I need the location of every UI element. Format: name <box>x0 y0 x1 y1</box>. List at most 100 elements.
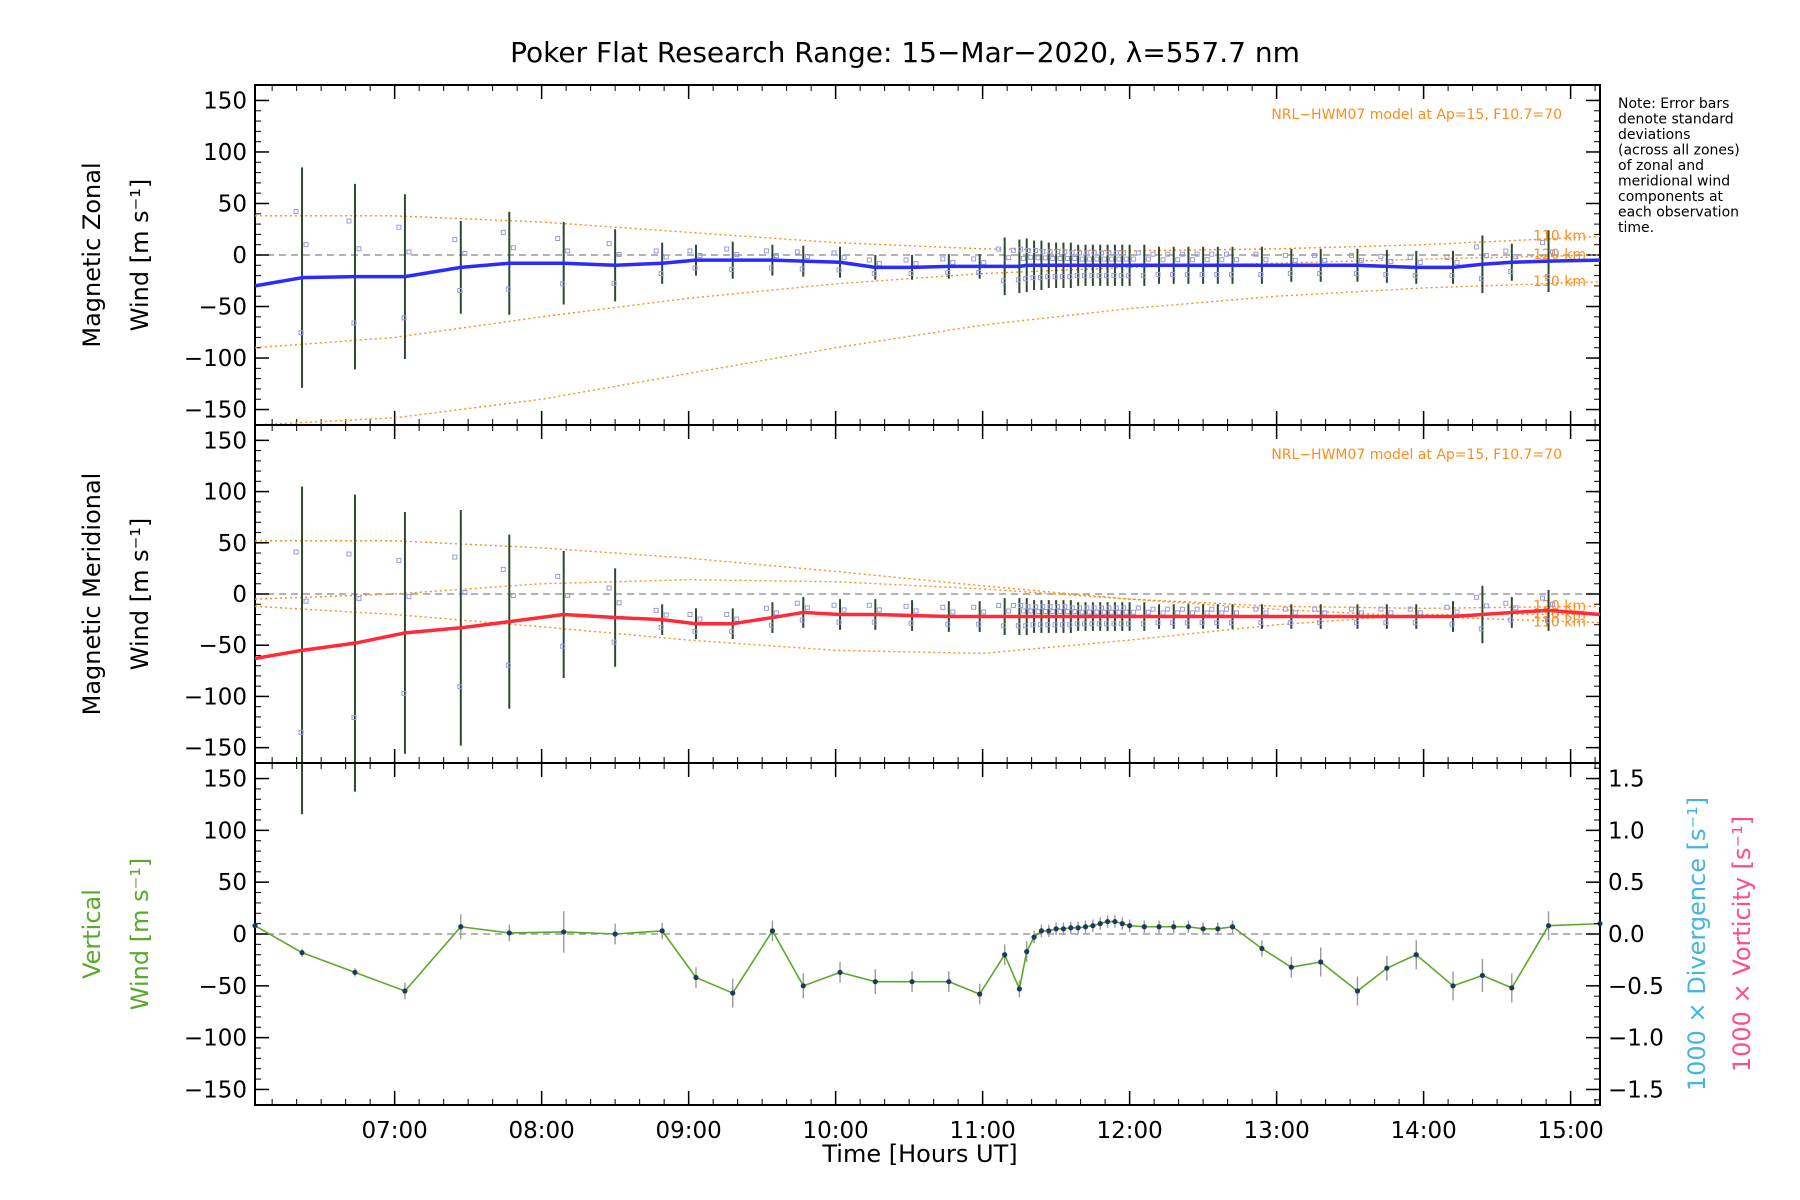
vorticity-axis-title: 1000 × Vorticity [s⁻¹] <box>1728 816 1756 1072</box>
zonal-zone-sample <box>298 330 304 336</box>
meridional-zone-sample <box>1444 604 1450 610</box>
meridional-zone-sample <box>1214 620 1220 626</box>
zonal-zone-sample <box>773 253 779 259</box>
zonal-zone-sample <box>903 257 909 263</box>
note-line: of zonal and <box>1618 158 1704 174</box>
meridional-zone-sample <box>1113 605 1119 611</box>
vertical-point <box>1509 985 1515 991</box>
meridional-zone-sample <box>734 616 740 622</box>
zonal-zone-sample <box>1118 273 1124 279</box>
meridional-zone-sample <box>1059 622 1065 628</box>
vertical-point <box>1141 924 1147 930</box>
meridional-zone-sample <box>1175 610 1181 616</box>
zonal-zone-sample <box>1229 272 1235 278</box>
meridional-zone-sample <box>1087 609 1093 615</box>
meridional-zone-sample <box>663 612 669 618</box>
zonal-zone-sample <box>565 248 571 254</box>
zonal-zone-sample <box>1025 247 1031 253</box>
vertical-point <box>561 929 567 935</box>
meridional-zone-sample <box>1449 621 1455 627</box>
zonal-zone-sample <box>658 271 664 277</box>
vertical-point <box>1002 952 1008 958</box>
zonal-zone-sample <box>908 271 914 277</box>
meridional-zone-sample <box>1116 609 1122 615</box>
meridional-zone-sample <box>1111 621 1117 627</box>
vertical-ylabel-line1: Vertical <box>78 889 106 979</box>
zonal-zone-sample <box>510 245 516 251</box>
meridional-zone-sample <box>1189 610 1195 616</box>
vertical-panel: 150 100 50 0 −50 −100 −150 Vertical Wind [m s⁻¹]… <box>78 762 1756 1106</box>
meridional-zone-sample <box>768 622 774 628</box>
meridional-zone-sample <box>903 603 909 609</box>
meridional-zone-sample <box>1170 620 1176 626</box>
meridional-zone-sample <box>505 662 511 668</box>
zonal-zone-sample <box>1099 250 1105 256</box>
zonal-zone-sample <box>1087 256 1093 262</box>
meridional-zone-sample <box>1067 622 1073 628</box>
zonal-ytick-label: −150 <box>184 398 247 424</box>
meridional-zone-sample <box>1042 609 1048 615</box>
zonal-zone-sample <box>1209 251 1215 257</box>
meridional-ylabel-line2: Wind [m s⁻¹] <box>126 518 154 670</box>
zonal-model-label: NRL−HWM07 model at Ap=15, F10.7=70 <box>1271 107 1562 123</box>
zonal-ylabel-line1: Magnetic Zonal <box>78 162 106 347</box>
y2-tick-label: 1.5 <box>1608 767 1645 793</box>
vertical-point <box>1229 924 1236 930</box>
vertical-ytick-label: −150 <box>184 1077 247 1103</box>
meridional-ytick-label: 100 <box>203 480 247 506</box>
meridional-zone-sample <box>1126 621 1132 627</box>
zonal-zone-sample <box>1050 256 1056 262</box>
vertical-point <box>659 928 665 934</box>
zonal-zone-sample <box>1503 248 1509 254</box>
vertical-point <box>1119 921 1125 927</box>
meridional-zone-sample <box>1010 602 1016 608</box>
vertical-point <box>1127 923 1133 929</box>
meridional-zone-sample <box>1179 606 1185 612</box>
zonal-zone-sample <box>1028 254 1034 260</box>
meridional-zone-sample <box>406 594 412 600</box>
meridional-zone-sample <box>298 729 304 735</box>
meridional-zone-sample <box>1229 620 1235 626</box>
zonal-zone-sample <box>555 236 561 242</box>
meridional-model-label: NRL−HWM07 model at Ap=15, F10.7=70 <box>1271 447 1562 463</box>
zonal-zone-sample <box>1116 256 1122 262</box>
zonal-zone-sample <box>1165 251 1171 257</box>
zonal-zone-sample <box>1214 272 1220 278</box>
vertical-point <box>1545 923 1552 929</box>
meridional-zone-sample <box>1045 622 1051 628</box>
meridional-zone-sample <box>293 549 299 555</box>
meridional-zone-sample <box>1165 606 1171 612</box>
meridional-zone-sample <box>616 600 622 606</box>
divergence-axis-title: 1000 × Divergence [s⁻¹] <box>1683 797 1711 1091</box>
meridional-zone-sample <box>1353 620 1359 626</box>
y2-tick-label: −1.5 <box>1608 1077 1664 1103</box>
meridional-zone-sample <box>1199 620 1205 626</box>
zonal-ytick-label: −50 <box>198 295 247 321</box>
meridional-zone-sample <box>1478 626 1484 632</box>
zonal-zone-sample <box>768 265 774 271</box>
xtick-label: 07:00 <box>361 1118 427 1144</box>
zonal-zone-sample <box>1121 250 1127 256</box>
vertical-point <box>1038 928 1045 934</box>
zonal-zone-sample <box>356 246 362 252</box>
zonal-zone-sample <box>1513 254 1519 260</box>
meridional-zone-sample <box>1099 605 1105 611</box>
y2-tick-label: −0.5 <box>1608 974 1664 1000</box>
zonal-zone-sample <box>945 270 951 276</box>
vertical-point <box>1318 959 1324 965</box>
zonal-zone-sample <box>1077 250 1083 256</box>
xtick-label: 15:00 <box>1537 1118 1603 1144</box>
meridional-zone-sample <box>452 554 458 560</box>
zonal-zone-sample <box>1184 272 1190 278</box>
meridional-zone-sample <box>303 598 309 604</box>
meridional-zone-sample <box>950 609 956 615</box>
zonal-zone-sample <box>729 266 735 272</box>
meridional-ytick-label: 0 <box>232 582 247 608</box>
note-line: components at <box>1618 189 1724 205</box>
zonal-zone-sample <box>401 315 407 321</box>
zonal-zone-sample <box>1047 249 1053 255</box>
meridional-zone-sample <box>1483 603 1489 609</box>
vertical-point <box>1185 924 1192 930</box>
vertical-point <box>1354 988 1361 994</box>
meridional-zone-sample <box>1018 602 1024 608</box>
